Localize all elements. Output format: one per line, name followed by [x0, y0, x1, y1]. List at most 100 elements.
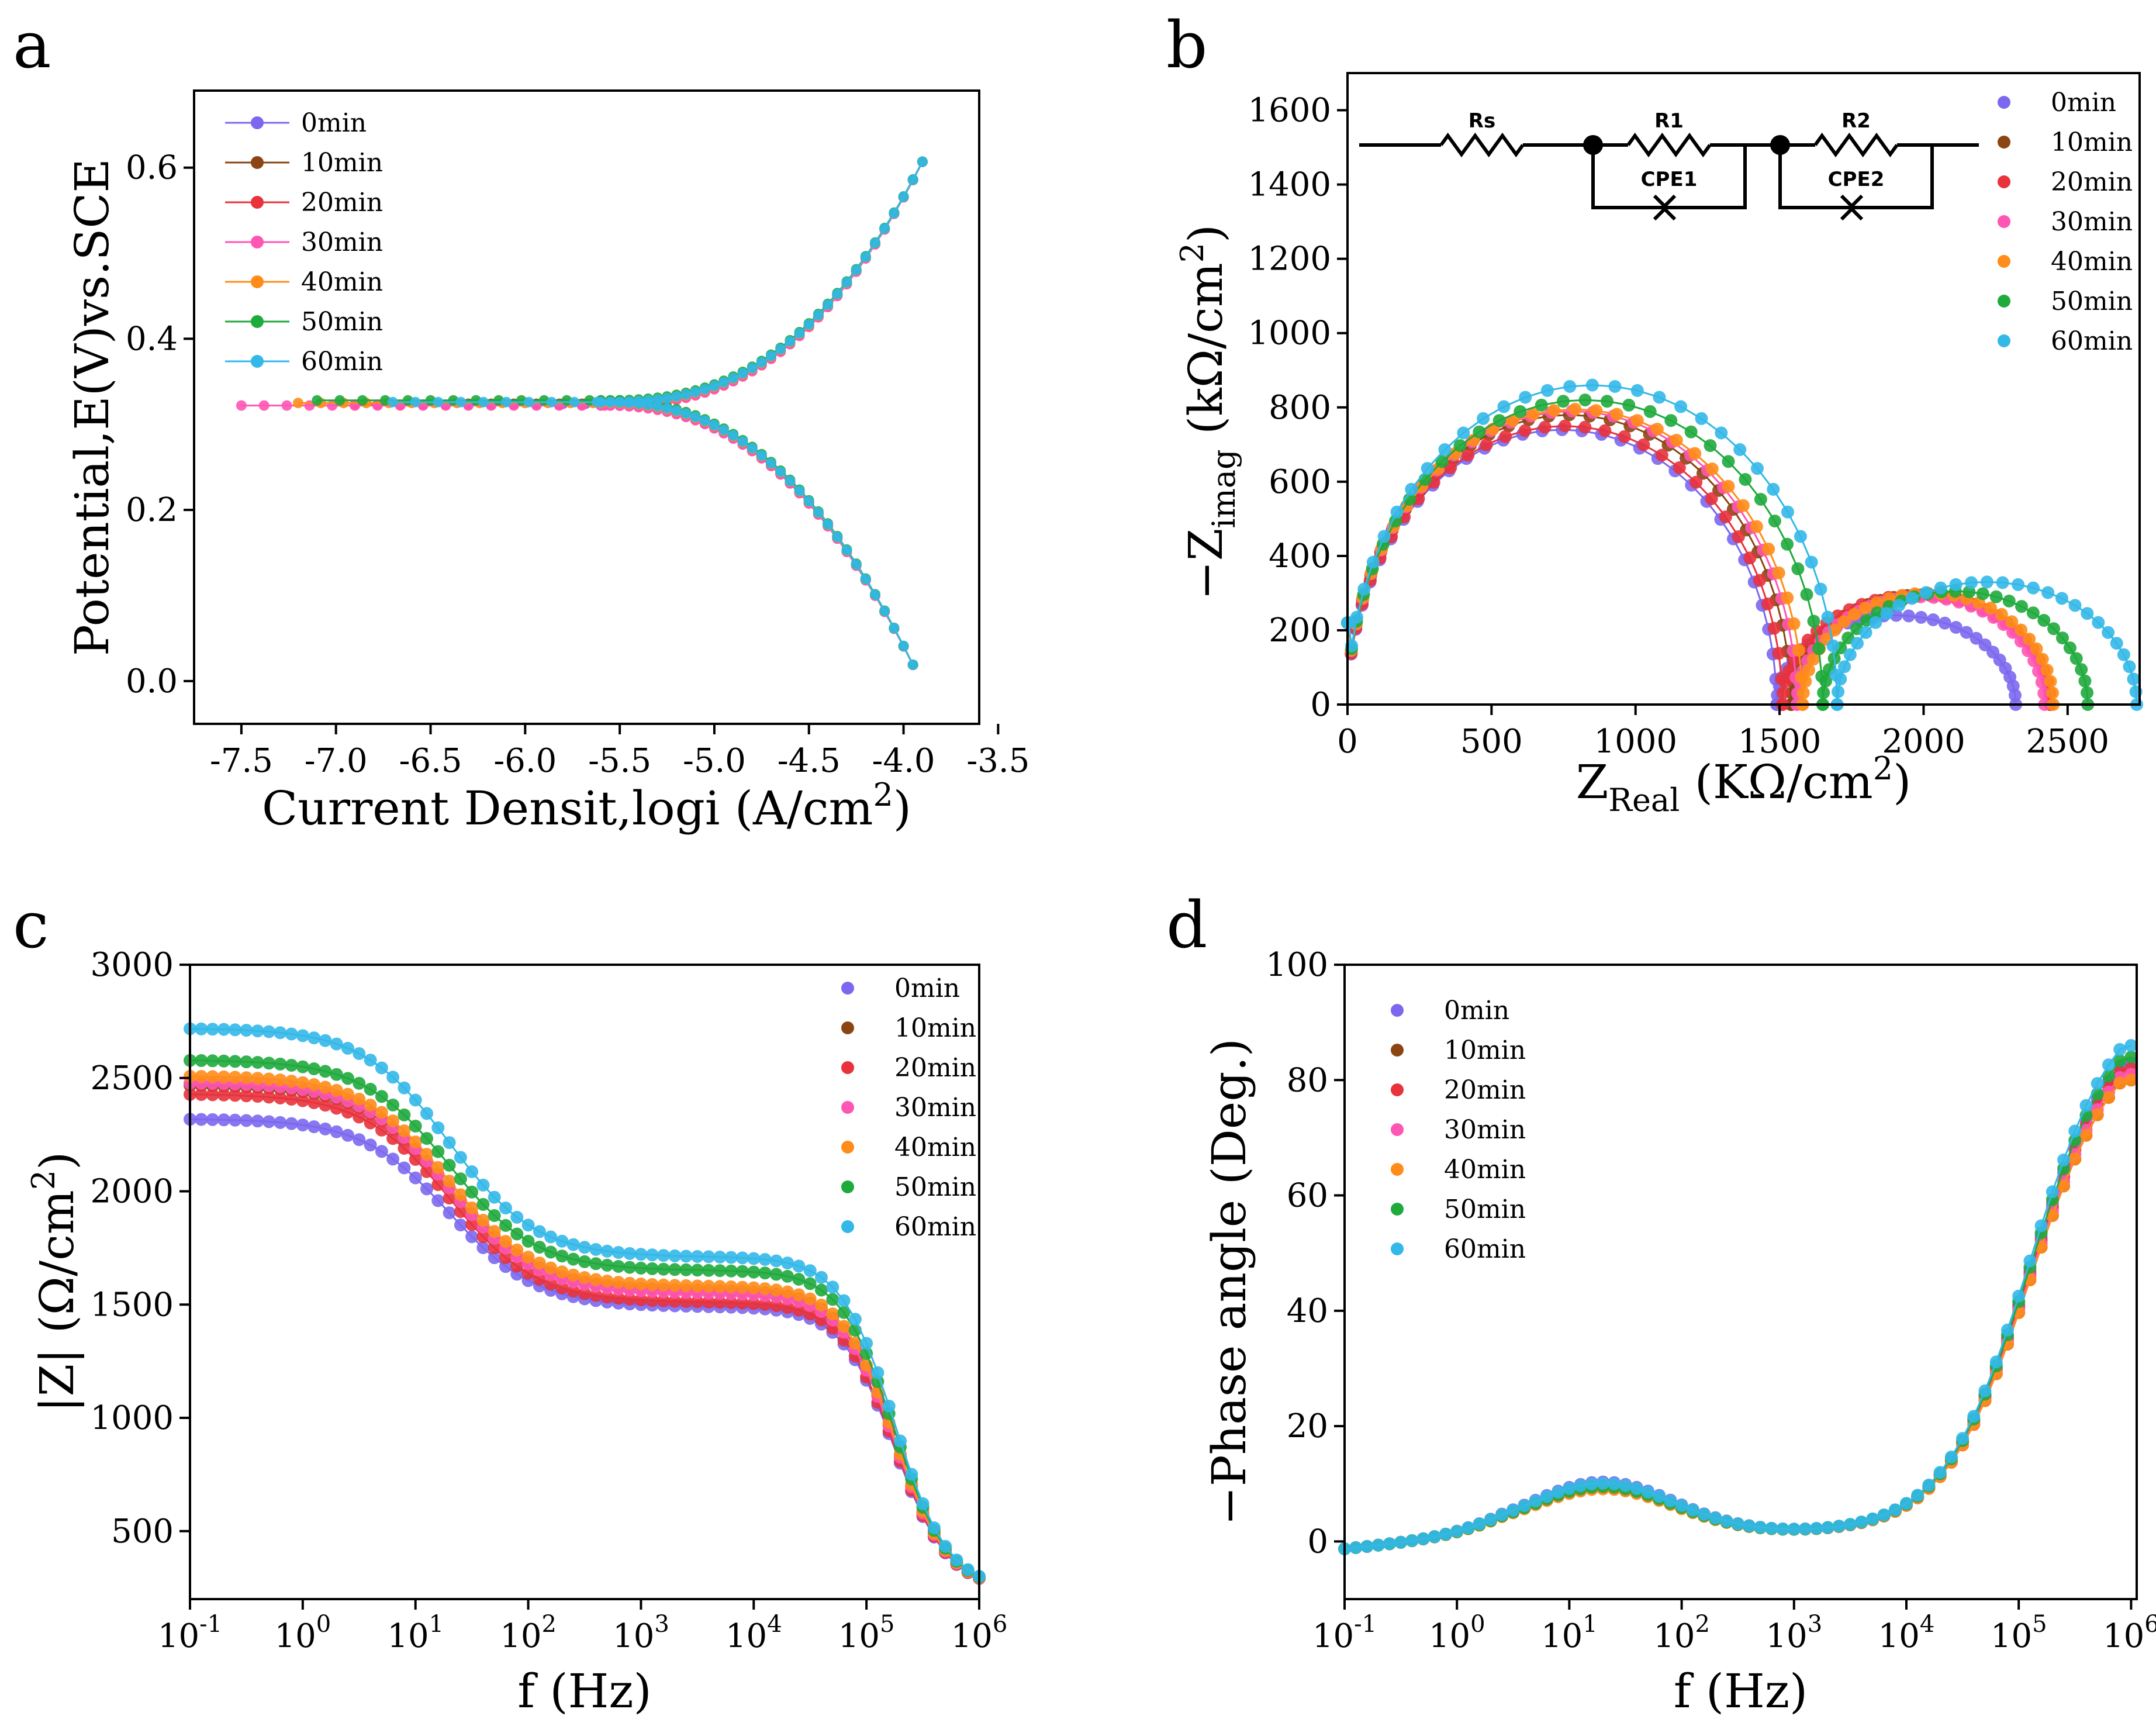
data-point: [510, 1259, 524, 1273]
data-point: [1843, 1518, 1857, 1531]
data-point: [307, 1120, 321, 1134]
legend-entry-label: 0min: [2051, 88, 2116, 118]
data-point: [1900, 1497, 1913, 1510]
x-tick-label: 2500: [2026, 723, 2110, 761]
legend-entry-label: 10min: [894, 1013, 976, 1043]
label-part: Z: [1576, 755, 1609, 809]
data-point: [240, 1071, 253, 1085]
data-point: [443, 1136, 456, 1149]
data-point: [2037, 614, 2051, 627]
data-point: [860, 1337, 873, 1350]
data-point: [713, 1296, 727, 1309]
data-point: [1739, 473, 1752, 486]
data-point: [1722, 455, 1735, 468]
data-point: [756, 357, 767, 368]
y-tick-label: 400: [1269, 537, 1331, 575]
data-point: [794, 485, 805, 496]
data-point: [499, 1260, 512, 1273]
data-point: [657, 1249, 670, 1262]
legend-swatch-marker: [841, 1021, 854, 1034]
data-point: [1743, 551, 1757, 565]
data-point: [961, 1563, 975, 1576]
data-point: [566, 1252, 580, 1266]
data-point: [443, 1175, 456, 1188]
data-point: [1792, 644, 1805, 657]
data-point: [2102, 1069, 2115, 1082]
data-point: [195, 1113, 208, 1126]
data-point: [1371, 1538, 1385, 1552]
data-point: [2055, 592, 2068, 605]
legend-swatch-marker: [1998, 215, 2010, 228]
data-point: [523, 396, 534, 408]
data-point: [1821, 610, 1834, 624]
data-point: [240, 1114, 253, 1127]
data-point: [409, 1171, 422, 1185]
label-part: 10: [2103, 1617, 2144, 1655]
data-point: [236, 400, 247, 411]
data-point: [2012, 578, 2025, 591]
data-point: [240, 1055, 253, 1069]
x-tick-label: 102: [1653, 1611, 1710, 1655]
data-point: [443, 1158, 456, 1172]
legend-swatch-marker: [251, 355, 264, 368]
legend-swatch-marker: [1998, 334, 2010, 347]
data-point: [1529, 1494, 1542, 1508]
data-point: [1390, 505, 1404, 519]
series-fit-line: [1348, 408, 1803, 705]
cpe2-symbol: [1840, 194, 1864, 221]
data-point: [521, 1266, 535, 1280]
data-point: [296, 1060, 309, 1073]
legend-swatch-marker: [1998, 136, 2010, 149]
data-point: [642, 399, 654, 410]
legend-entry-label: 40min: [1444, 1155, 1526, 1185]
label-part: 2: [873, 776, 893, 813]
data-point: [578, 1287, 591, 1300]
data-point: [1777, 686, 1790, 700]
data-point: [229, 1071, 242, 1084]
data-point: [1360, 1539, 1374, 1553]
data-point: [709, 420, 720, 431]
data-point: [766, 458, 776, 469]
data-point: [1859, 626, 1872, 639]
data-point: [785, 336, 796, 347]
label-part: ): [1179, 225, 1233, 243]
circuit-label-rs: Rs: [1469, 109, 1495, 133]
data-point: [1834, 672, 1847, 686]
data-point: [1495, 1508, 1509, 1521]
data-point: [713, 1264, 727, 1278]
data-point: [2124, 1073, 2138, 1087]
data-point: [1622, 398, 1636, 412]
data-point: [1781, 505, 1794, 519]
data-point: [668, 1263, 682, 1276]
label-part: 5: [2032, 1611, 2047, 1638]
data-point: [709, 381, 720, 392]
data-point: [1817, 686, 1830, 699]
data-point: [375, 1061, 388, 1075]
data-point: [1497, 400, 1511, 413]
x-axis-label: Current Densit,logi (A/cm2): [262, 776, 911, 836]
data-point: [1736, 499, 1750, 512]
data-point: [409, 1120, 422, 1133]
data-point: [1540, 1490, 1553, 1503]
data-point: [454, 1188, 467, 1202]
data-point: [555, 1265, 569, 1279]
data-point: [736, 1280, 749, 1294]
data-point: [1435, 455, 1449, 468]
label-part: 10: [387, 1617, 429, 1655]
data-point: [826, 1307, 839, 1321]
data-point: [1826, 639, 1840, 653]
data-point: [2081, 607, 2094, 620]
label-part: 2000: [1882, 723, 1965, 761]
legend-swatch-marker: [841, 1061, 854, 1074]
x-tick-label: 105: [838, 1611, 895, 1655]
data-point: [307, 1062, 321, 1075]
data-point: [718, 377, 730, 388]
data-point: [611, 1246, 625, 1259]
data-point: [1787, 1523, 1801, 1536]
data-point: [2091, 1108, 2104, 1121]
data-point: [1439, 1527, 1452, 1541]
data-point: [2068, 599, 2082, 612]
data-point: [736, 1265, 749, 1278]
data-point: [662, 403, 672, 414]
data-point: [1664, 1494, 1677, 1507]
